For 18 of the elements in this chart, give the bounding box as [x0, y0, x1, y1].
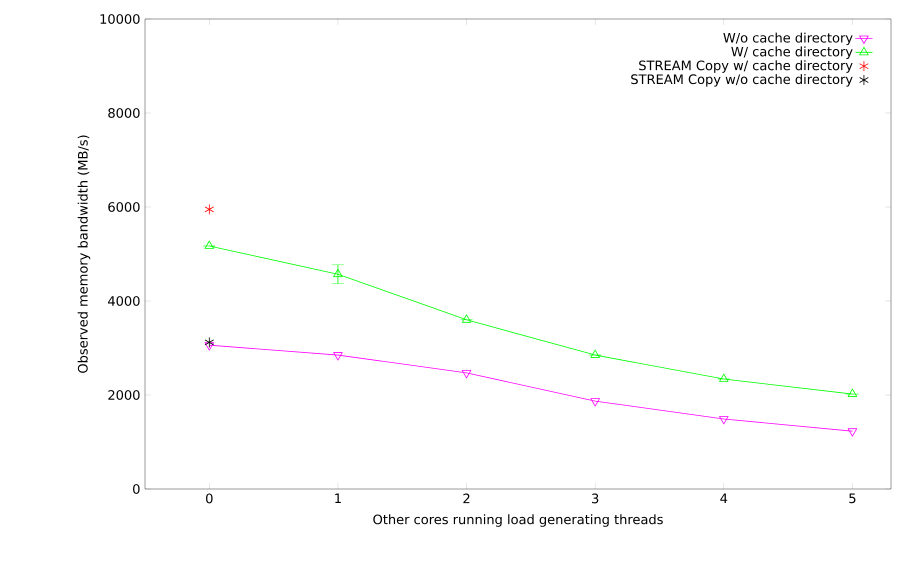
x-tick-label: 5	[849, 494, 856, 504]
y-tick-label: 2000	[108, 390, 140, 400]
y-tick-label: 0	[133, 484, 140, 494]
x-tick-label: 4	[720, 494, 728, 504]
y-tick-label: 6000	[108, 202, 140, 212]
y-tick-label: 8000	[108, 108, 140, 118]
x-tick-label: 1	[335, 494, 341, 504]
legend-label: STREAM Copy w/ cache directory	[639, 60, 853, 73]
x-tick-label: 3	[592, 494, 598, 504]
legend-label: W/o cache directory	[723, 32, 853, 46]
y-axis-title: Observed memory bandwidth (MB/s)	[78, 135, 90, 373]
y-tick-label: 4000	[108, 296, 140, 306]
x-tick-label: 0	[206, 494, 213, 504]
y-tick-label: 10000	[100, 14, 140, 24]
x-tick-label: 2	[463, 494, 470, 504]
legend-label: W/ cache directory	[731, 46, 853, 59]
x-axis-title: Other cores running load generating threads	[373, 514, 663, 527]
legend-label: STREAM Copy w/o cache directory	[631, 74, 853, 87]
